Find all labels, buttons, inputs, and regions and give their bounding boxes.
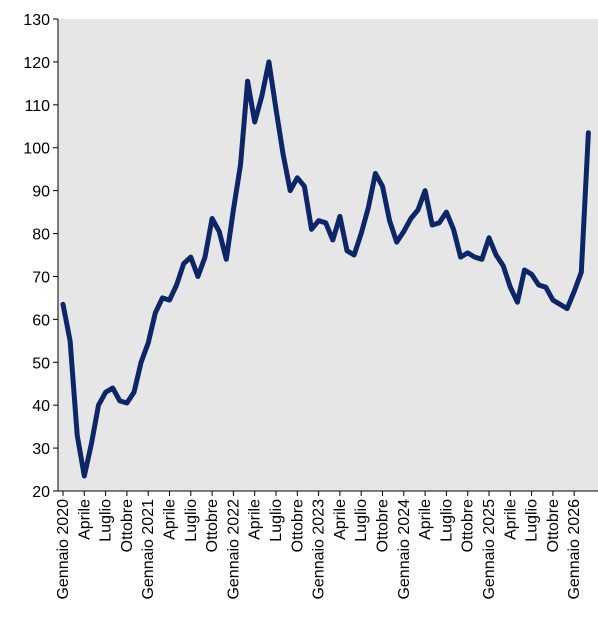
y-tick-label: 30 [32,441,50,458]
x-tick-label: Aprile [247,499,264,540]
x-tick-label: Aprile [417,499,434,540]
x-tick-label: Gennaio 2022 [225,499,242,600]
x-tick-label: Aprile [332,499,349,540]
x-tick-label: Ottobre [460,499,477,552]
x-tick-label: Gennaio 2025 [481,499,498,600]
x-tick-label: Luglio [524,499,541,542]
y-tick-label: 70 [32,269,50,286]
x-axis: Gennaio 2020 Aprile Luglio Ottobre Gennaio 2… [55,490,598,600]
x-tick-label: Luglio [183,499,200,542]
x-tick-label: Gennaio 2026 [566,499,583,600]
x-tick-label: Ottobre [375,499,392,552]
x-tick-label: Gennaio 2023 [311,499,328,600]
y-tick-label: 20 [32,484,50,501]
x-tick-label: Luglio [438,499,455,542]
x-tick-label: Aprile [162,499,179,540]
y-tick-label: 40 [32,398,50,415]
x-tick-label: Aprile [502,499,519,540]
x-tick-label: Ottobre [545,499,562,552]
y-tick-label: 110 [24,98,50,115]
y-tick-label: 50 [32,355,50,372]
y-tick-label: 90 [32,184,50,201]
y-tick-label: 130 [23,12,50,29]
y-tick-label: 100 [23,141,50,158]
y-tick-label: 60 [32,312,50,329]
x-tick-label: Luglio [98,499,115,542]
y-tick-label: 80 [32,227,50,244]
x-tick-label: Luglio [353,499,370,542]
x-tick-label: Luglio [268,499,285,542]
x-tick-label: Ottobre [119,499,136,552]
y-axis: 20 30 40 50 60 70 80 90 100 110 120 130 [23,12,59,501]
x-tick-label: Gennaio 2024 [396,499,413,600]
x-tick-label: Gennaio 2020 [55,499,72,600]
plot-background [58,19,598,491]
x-tick-label: Gennaio 2021 [140,499,157,600]
y-tick-label: 120 [23,55,50,72]
series-line [60,59,591,479]
x-tick-label: Aprile [76,499,93,540]
x-tick-label: Ottobre [204,499,221,552]
x-tick-label: Ottobre [289,499,306,552]
